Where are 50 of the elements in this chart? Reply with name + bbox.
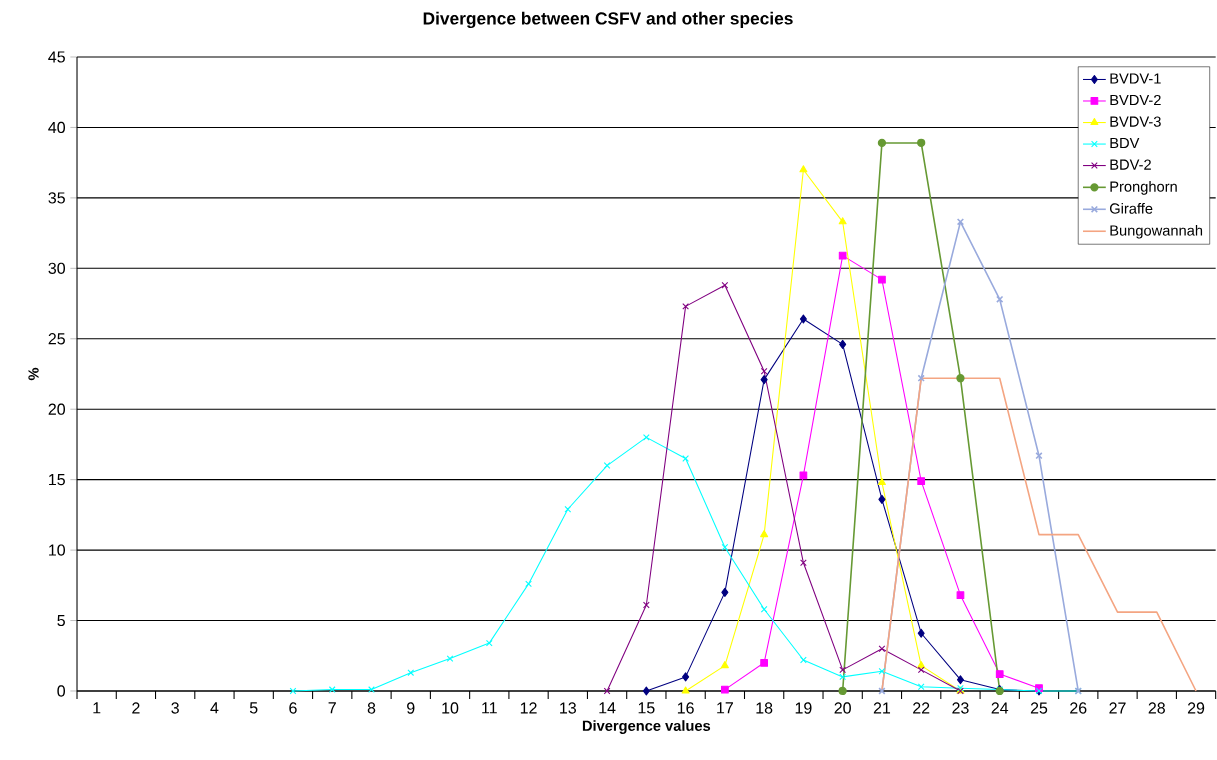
x-tick-label: 8 xyxy=(367,702,376,714)
x-tick-label: 15 xyxy=(638,702,655,714)
y-tick-label: 40 xyxy=(48,121,66,134)
x-tick-label: 19 xyxy=(795,702,812,714)
x-tick-label: 23 xyxy=(952,702,969,714)
x-tick-label: 11 xyxy=(482,702,497,714)
x-tick-label: 2 xyxy=(132,702,140,714)
x-tick-label: 9 xyxy=(407,702,415,714)
legend-label: BDV xyxy=(1110,138,1140,149)
x-tick-label: 10 xyxy=(442,702,459,714)
y-tick-label: 35 xyxy=(48,192,65,204)
legend-label: BVDV-2 xyxy=(1110,94,1161,106)
x-tick-label: 4 xyxy=(210,702,219,714)
x-tick-label: 27 xyxy=(1109,702,1126,714)
x-tick-label: 3 xyxy=(171,702,179,714)
y-tick-label: 25 xyxy=(48,333,65,345)
y-tick-label: 30 xyxy=(48,262,66,274)
y-tick-label: 5 xyxy=(57,614,65,627)
y-tick-label: 15 xyxy=(49,474,65,486)
y-tick-label: 0 xyxy=(57,685,66,697)
legend-label: BVDV-1 xyxy=(1110,73,1161,84)
x-tick-label: 1 xyxy=(93,702,101,714)
x-tick-label: 18 xyxy=(756,702,773,714)
x-tick-label: 28 xyxy=(1148,702,1165,714)
x-tick-label: 24 xyxy=(991,702,1009,714)
x-tick-label: 14 xyxy=(599,702,616,714)
legend-label: BDV-2 xyxy=(1110,159,1151,170)
legend-label: Bungowannah xyxy=(1110,224,1203,239)
legend-label: Giraffe xyxy=(1109,202,1153,214)
x-tick-label: 22 xyxy=(913,702,930,714)
x-tick-label: 25 xyxy=(1030,702,1048,714)
y-tick-label: 10 xyxy=(49,544,66,556)
x-tick-label: 26 xyxy=(1070,702,1087,714)
x-tick-label: 29 xyxy=(1187,702,1205,714)
x-tick-label: 16 xyxy=(677,702,694,714)
y-tick-label: 20 xyxy=(48,403,66,415)
x-tick-label: 13 xyxy=(560,702,577,714)
x-axis-title: Divergence values xyxy=(582,720,711,734)
x-tick-label: 7 xyxy=(328,702,336,714)
x-tick-label: 20 xyxy=(834,702,851,714)
y-tick-label: 45 xyxy=(48,51,65,63)
x-tick-label: 6 xyxy=(289,702,297,714)
x-tick-label: 12 xyxy=(520,702,537,714)
chart-title: Divergence between CSFV and other species xyxy=(423,11,793,29)
x-tick-label: 21 xyxy=(873,702,891,714)
legend-label: BVDV-3 xyxy=(1110,116,1161,127)
y-axis-title: % xyxy=(28,367,39,381)
x-tick-label: 5 xyxy=(249,702,258,714)
legend-label: Pronghorn xyxy=(1110,181,1177,195)
x-tick-label: 17 xyxy=(717,702,733,714)
